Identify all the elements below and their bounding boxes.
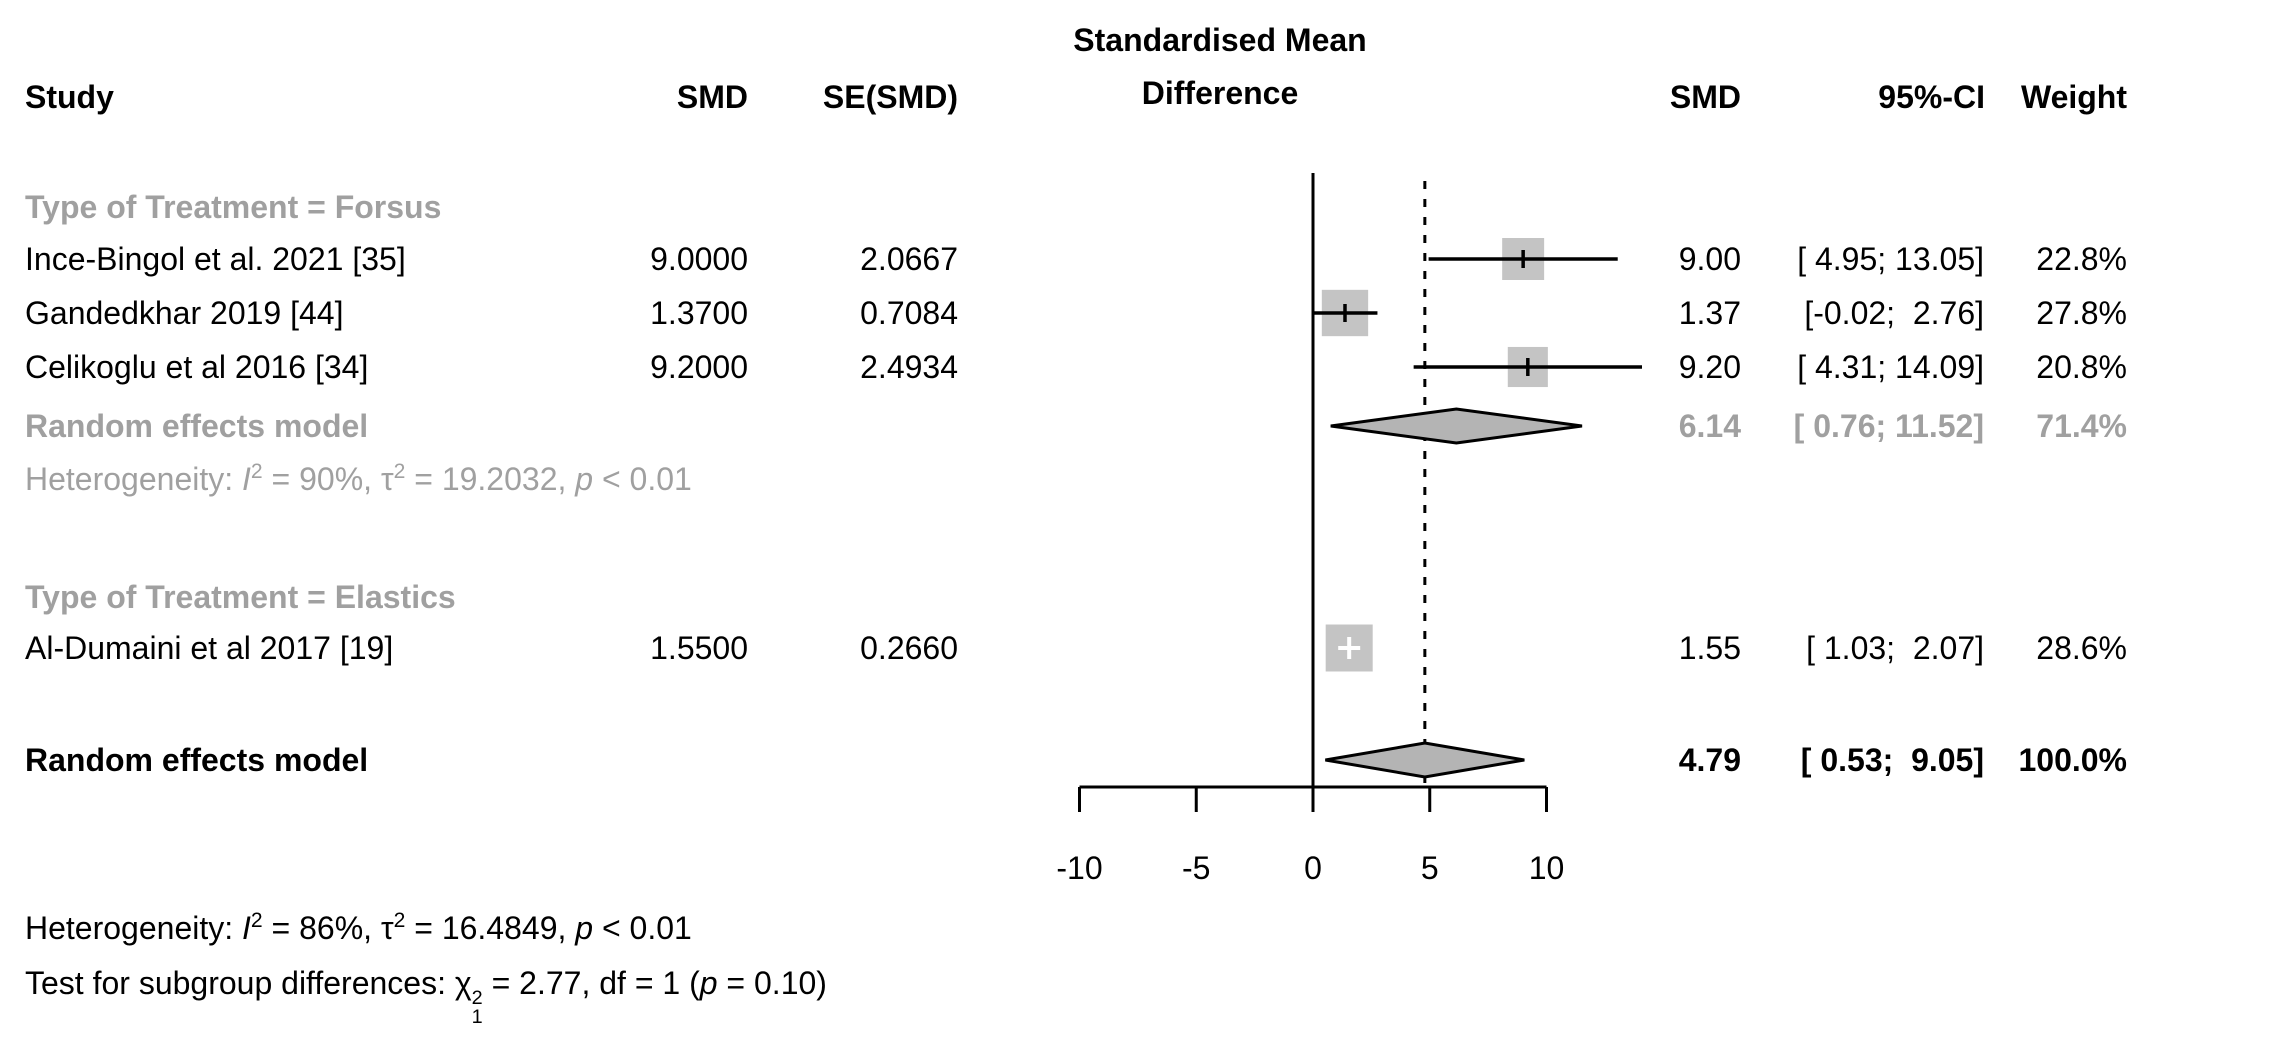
study-name: Gandedkhar 2019 [44] <box>25 295 344 331</box>
x-axis-tick-label: 5 <box>1420 850 1439 886</box>
study-weight: 20.8% <box>2036 349 2127 385</box>
study-se-value: 2.4934 <box>860 349 958 385</box>
study-weight: 22.8% <box>2036 241 2127 277</box>
study-smd-estimate: 9.00 <box>1678 241 1741 277</box>
x-axis-tick-label: 0 <box>1304 850 1322 886</box>
overall-pooled-label: Random effects model <box>25 742 369 778</box>
overall-heterogeneity-note: Heterogeneity: I2 = 86%, τ2 = 16.4849, p… <box>25 909 692 946</box>
study-column-header: Study <box>25 79 114 115</box>
study-smd-value: 1.3700 <box>650 295 748 331</box>
study-smd-estimate: 1.55 <box>1678 630 1741 666</box>
study-ci: [ 4.95; 13.05] <box>1797 241 1984 277</box>
study-weight: 28.6% <box>2036 630 2127 666</box>
study-ci: [ 1.03; 2.07] <box>1806 630 1984 666</box>
study-se-value: 0.7084 <box>860 295 958 331</box>
x-axis-tick-label: -10 <box>1056 850 1103 886</box>
smd-result-column-header: SMD <box>1669 79 1741 115</box>
se-smd-column-header: SE(SMD) <box>822 79 958 115</box>
subgroup-pooled-label: Random effects model <box>25 408 369 444</box>
study-ci: [ 4.31; 14.09] <box>1797 349 1984 385</box>
study-weight: 27.8% <box>2036 295 2127 331</box>
ci-column-header: 95%-CI <box>1878 79 1985 115</box>
study-smd-estimate: 1.37 <box>1678 295 1741 331</box>
effect-measure-header-line2: Difference <box>1141 75 1299 111</box>
study-ci: [-0.02; 2.76] <box>1804 295 1984 331</box>
overall-pooled-ci: [ 0.53; 9.05] <box>1800 742 1984 778</box>
study-se-value: 2.0667 <box>860 241 958 277</box>
subgroup-diamond <box>1330 407 1583 445</box>
subgroup-pooled-estimate: 6.14 <box>1678 408 1741 444</box>
weight-column-header: Weight <box>2020 79 2127 115</box>
subgroup-label: Type of Treatment = Elastics <box>25 579 456 615</box>
subgroup-label: Type of Treatment = Forsus <box>25 189 442 225</box>
study-smd-estimate: 9.20 <box>1678 349 1741 385</box>
study-name: Al-Dumaini et al 2017 [19] <box>25 630 394 666</box>
study-name: Ince-Bingol et al. 2021 [35] <box>25 241 406 277</box>
study-name: Celikoglu et al 2016 [34] <box>25 349 369 385</box>
x-axis-tick-label: -5 <box>1182 850 1211 886</box>
study-se-value: 0.2660 <box>860 630 958 666</box>
subgroup-heterogeneity-note: Heterogeneity: I2 = 90%, τ2 = 19.2032, p… <box>25 460 692 497</box>
study-smd-value: 9.0000 <box>650 241 748 277</box>
overall-pooled-weight: 100.0% <box>2018 742 2127 778</box>
study-smd-value: 1.5500 <box>650 630 748 666</box>
effect-measure-header-line1: Standardised Mean <box>1073 22 1367 58</box>
overall-pooled-estimate: 4.79 <box>1678 742 1741 778</box>
subgroup-pooled-weight: 71.4% <box>2036 408 2127 444</box>
smd-column-header: SMD <box>676 79 748 115</box>
subgroup-pooled-ci: [ 0.76; 11.52] <box>1793 408 1984 444</box>
x-axis-tick-label: 10 <box>1528 850 1565 886</box>
overall-diamond <box>1325 741 1525 779</box>
study-smd-value: 9.2000 <box>650 349 748 385</box>
